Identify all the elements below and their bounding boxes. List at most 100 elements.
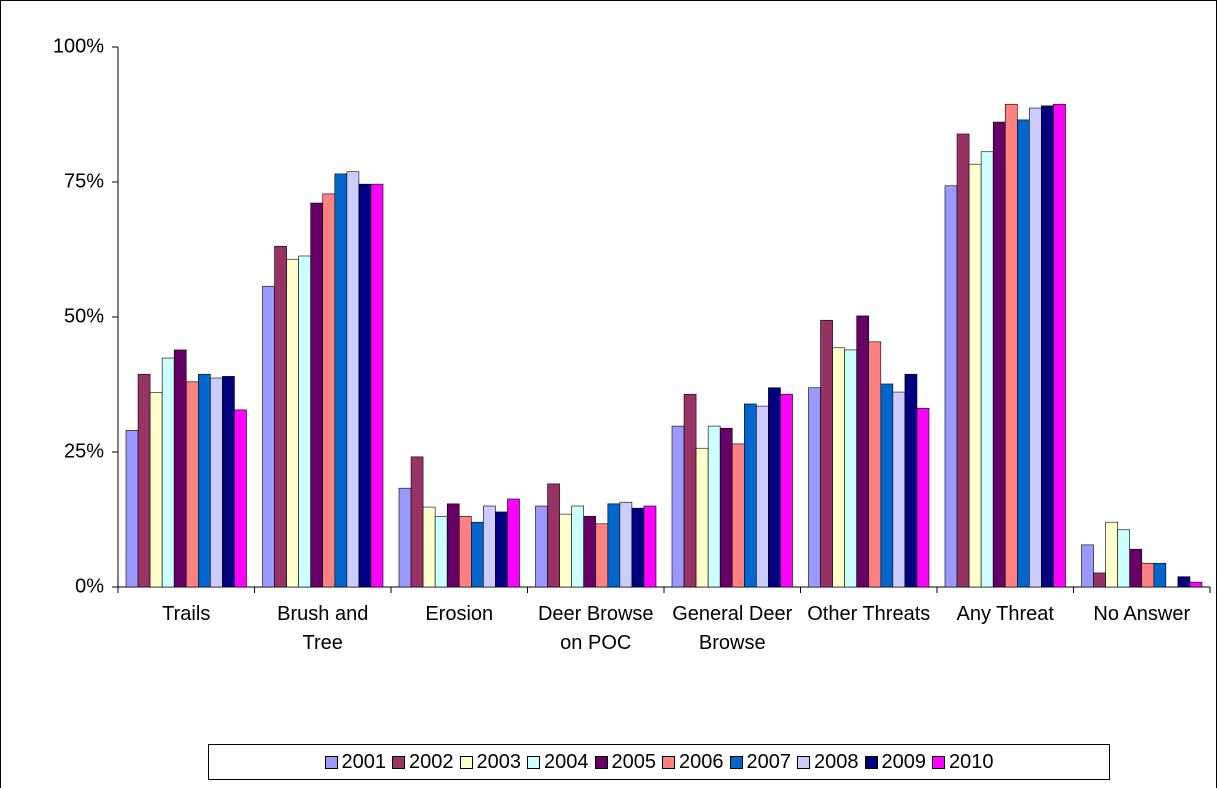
bar [1153,562,1167,588]
legend-label: 2001 [341,750,387,773]
bar [535,505,548,588]
bar [844,349,858,588]
bar [370,183,384,588]
bar [968,163,982,588]
bar [808,387,821,588]
legend-swatch [594,755,608,769]
bar [346,171,360,588]
bar [944,185,958,588]
legend-label: 2009 [881,750,927,773]
bar [880,383,894,588]
legend-item: 2004 [527,751,589,774]
bar [1177,576,1191,588]
legend-item: 2007 [729,750,792,774]
y-tick-label: 100% [53,35,104,57]
x-tick-label: Trails [162,603,211,625]
bar [446,503,460,588]
bar [422,506,436,588]
legend-item: 2008 [797,751,859,774]
bar [149,392,163,588]
legend-item: 2001 [324,750,387,774]
bar [507,498,520,588]
bar [398,487,412,588]
legend-label: 2003 [476,750,522,773]
y-tick-label: 25% [64,440,104,462]
bar [125,430,139,588]
bar [334,173,348,588]
bar [595,523,609,588]
bar [1189,581,1203,588]
bar [707,425,721,588]
bar [992,121,1006,588]
bar [583,515,597,588]
legend-swatch [527,755,540,769]
bar [1117,529,1131,588]
x-tick-label: General Deer Browse [672,603,793,654]
bar [234,409,247,588]
bar [571,505,585,588]
legend-swatch [797,755,810,769]
y-tick-label: 50% [64,305,104,327]
y-tick-label: 75% [64,170,104,192]
legend-item: 2005 [594,750,657,774]
bar [956,133,970,588]
bar [410,456,424,588]
bar [322,193,336,588]
bar [173,349,187,588]
bar [868,341,882,588]
bar [832,347,845,588]
bar [1029,107,1042,588]
bar [631,507,645,588]
bar [1041,105,1054,588]
x-tick-label: Any Threat [956,603,1054,625]
bar [559,513,572,588]
bar [185,381,199,588]
bar [210,377,223,588]
bar [470,521,484,588]
legend-item: 2003 [459,750,522,774]
bar [856,315,870,588]
bar [198,373,211,588]
bar [780,393,793,588]
x-tick-label: Erosion [425,603,494,625]
bar [483,505,496,588]
bar [547,483,560,588]
x-tick-label: Deer Browse on POC [537,603,654,654]
x-tick-label: Other Threats [807,603,931,625]
bar [904,373,918,588]
bar [137,373,151,588]
legend-item: 2009 [864,750,927,774]
x-tick-label: No Answer [1093,603,1191,625]
bar [161,357,175,588]
bar [892,391,906,588]
bar [495,511,508,588]
bar [1105,521,1118,588]
legend-item: 2010 [932,751,994,774]
legend-swatch [864,755,878,769]
legend-swatch [392,755,405,769]
bar [298,255,311,588]
bar [695,447,709,588]
bar [222,376,235,588]
legend-swatch [662,755,675,769]
bar [619,501,633,588]
bar [458,515,472,588]
legend-label: 2008 [814,750,859,773]
bar [1016,119,1030,588]
y-tick-label: 0% [75,575,104,597]
legend-item: 2002 [392,751,454,774]
bar [1093,572,1106,588]
bar [671,425,685,588]
bar [274,245,287,588]
legend-label: 2007 [746,750,792,773]
bar [916,407,930,588]
bar [310,202,324,588]
bar [731,443,745,588]
legend-label: 2005 [611,750,657,773]
bar [643,505,657,588]
bar [719,427,733,588]
bar [768,387,781,588]
